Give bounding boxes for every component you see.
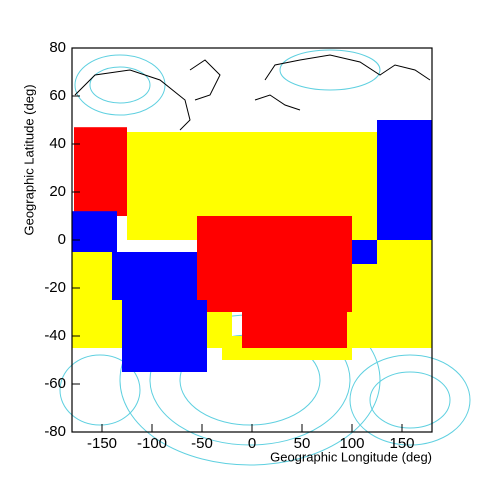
coastlines	[74, 54, 431, 131]
x-tick-label: 50	[294, 435, 311, 452]
y-tick-label: -40	[44, 327, 66, 344]
region	[122, 300, 207, 372]
y-tick-label: 0	[58, 231, 66, 248]
y-tick-label: -80	[44, 423, 66, 440]
region	[377, 120, 432, 240]
y-tick-label: -60	[44, 375, 66, 392]
regions	[72, 120, 432, 372]
region	[112, 252, 197, 300]
x-tick-label: -150	[87, 435, 117, 452]
x-tick-label: 0	[248, 435, 256, 452]
x-tick-label: 100	[339, 435, 364, 452]
y-tick-label: 60	[49, 87, 66, 104]
y-tick-label: 20	[49, 183, 66, 200]
region	[352, 240, 377, 264]
x-tick-label: -100	[137, 435, 167, 452]
region	[197, 216, 352, 312]
y-tick-label: 40	[49, 135, 66, 152]
region	[74, 127, 127, 216]
region	[72, 211, 117, 252]
y-tick-label: 80	[49, 39, 66, 56]
region	[242, 312, 347, 348]
y-tick-label: -20	[44, 279, 66, 296]
y-axis-label: Geographic Latitude (deg)	[21, 84, 36, 235]
x-tick-label: -50	[191, 435, 213, 452]
x-axis-label: Geographic Longitude (deg)	[270, 449, 432, 464]
x-tick-label: 150	[389, 435, 414, 452]
